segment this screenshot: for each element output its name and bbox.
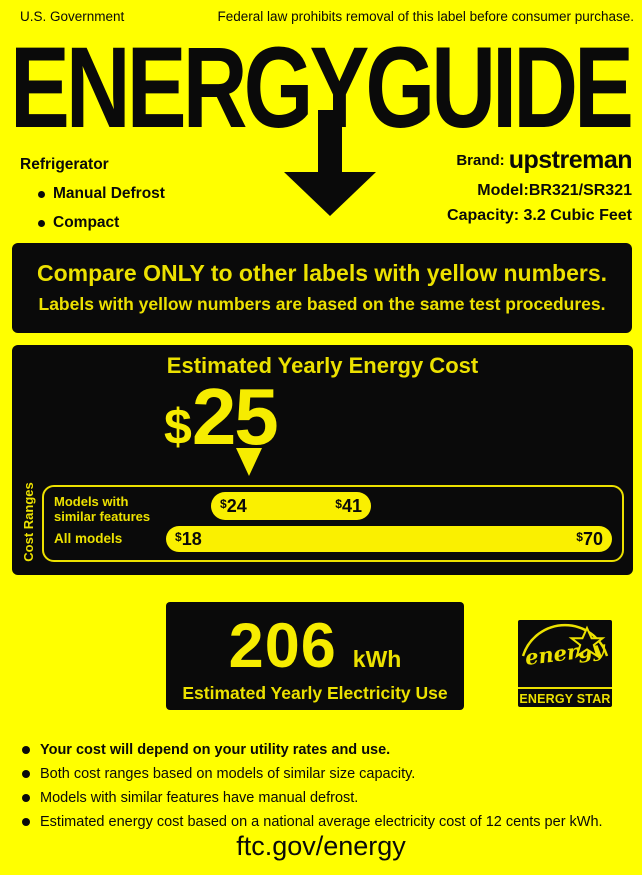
capacity: Capacity: 3.2 Cubic Feet xyxy=(447,207,632,224)
dollar-sign: $ xyxy=(220,496,227,511)
range-min: $24 xyxy=(220,496,247,517)
note-text: Models with similar features have manual… xyxy=(40,790,359,806)
cost-ranges-axis-label: Cost Ranges xyxy=(21,482,36,562)
appliance-info: Refrigerator Manual Defrost Compact xyxy=(20,156,165,232)
similar-models-label: Models with similar features xyxy=(54,494,150,524)
note-item: Estimated energy cost based on a nationa… xyxy=(20,813,603,832)
down-arrow-icon xyxy=(284,110,376,216)
cost-ranges-panel: Models with similar features $24 $41 All… xyxy=(42,485,624,562)
bullet-icon xyxy=(38,219,45,227)
range-max-value: 41 xyxy=(341,495,362,516)
note-text: Estimated energy cost based on a nationa… xyxy=(40,814,603,830)
electricity-use-box: 206 kWh Estimated Yearly Electricity Use xyxy=(166,602,464,710)
bullet-icon xyxy=(38,190,45,198)
feature-item: Compact xyxy=(38,214,165,232)
model-number: Model:BR321/SR321 xyxy=(477,182,632,199)
note-item: Models with similar features have manual… xyxy=(20,789,603,808)
cost-pointer-icon xyxy=(236,448,262,476)
feature-label: Compact xyxy=(53,214,120,231)
range-min-value: 24 xyxy=(226,495,247,516)
usage-unit: kWh xyxy=(352,646,402,672)
similar-models-label-line2: similar features xyxy=(54,509,151,524)
usage-kwh-value: 206 xyxy=(228,611,337,681)
dollar-sign: $ xyxy=(175,529,182,544)
cost-amount: 25 xyxy=(191,372,279,461)
bullet-icon xyxy=(22,794,30,802)
similar-models-label-line1: Models with xyxy=(54,494,129,509)
compare-line2: Labels with yellow numbers are based on … xyxy=(38,294,606,314)
bullet-icon xyxy=(22,746,30,754)
energy-star-emblem-icon: energy xyxy=(521,623,609,670)
note-text: Both cost ranges based on models of simi… xyxy=(40,766,416,782)
usage-caption: Estimated Yearly Electricity Use xyxy=(182,683,448,703)
note-text: Your cost will depend on your utility ra… xyxy=(40,742,391,758)
range-min: $18 xyxy=(175,529,202,550)
compare-notice-box: Compare ONLY to other labels with yellow… xyxy=(12,243,632,333)
range-max: $41 xyxy=(335,496,362,517)
ftc-energy-url: ftc.gov/energy xyxy=(236,831,406,861)
brand-row: Brand: upstreman xyxy=(447,146,632,175)
bullet-icon xyxy=(22,818,30,826)
energy-star-logo: energy ENERGY STAR xyxy=(518,620,612,707)
note-item: Both cost ranges based on models of simi… xyxy=(20,765,603,784)
dollar-sign: $ xyxy=(164,399,192,455)
compare-line1: Compare ONLY to other labels with yellow… xyxy=(36,260,607,286)
brand-label: Brand: xyxy=(456,152,505,169)
cost-heading: Estimated Yearly Energy Cost xyxy=(166,353,479,378)
product-info: Brand: upstreman Model:BR321/SR321 Capaci… xyxy=(447,146,632,225)
dollar-sign: $ xyxy=(576,529,583,544)
yearly-energy-cost-box: Estimated Yearly Energy Cost $25 Cost Ra… xyxy=(12,345,633,575)
cost-value: $25 xyxy=(164,371,279,463)
range-min-value: 18 xyxy=(181,528,202,549)
bullet-icon xyxy=(22,770,30,778)
feature-item: Manual Defrost xyxy=(38,185,165,203)
note-item: Your cost will depend on your utility ra… xyxy=(20,741,603,760)
similar-models-range-bar: $24 $41 xyxy=(211,492,371,520)
usage-value-row: 206 kWh xyxy=(166,610,464,682)
range-max-value: 70 xyxy=(582,528,603,549)
appliance-type: Refrigerator xyxy=(20,156,109,173)
range-max: $70 xyxy=(576,529,603,550)
us-government-label: U.S. Government xyxy=(20,9,125,24)
notes-list: Your cost will depend on your utility ra… xyxy=(20,741,603,837)
feature-label: Manual Defrost xyxy=(53,185,165,202)
federal-law-notice: Federal law prohibits removal of this la… xyxy=(217,9,634,24)
all-models-range-bar: $18 $70 xyxy=(166,526,612,552)
dollar-sign: $ xyxy=(335,496,342,511)
all-models-label: All models xyxy=(54,531,123,546)
energy-star-caption: ENERGY STAR xyxy=(518,687,612,710)
brand-logo: upstreman xyxy=(508,146,633,174)
